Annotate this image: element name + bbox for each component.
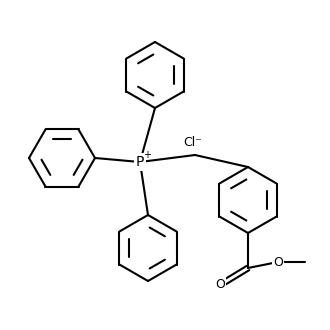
Text: O: O xyxy=(273,255,283,269)
Text: O: O xyxy=(215,279,225,291)
Text: P: P xyxy=(136,155,144,169)
Text: +: + xyxy=(143,150,151,160)
Text: Cl⁻: Cl⁻ xyxy=(183,136,202,148)
